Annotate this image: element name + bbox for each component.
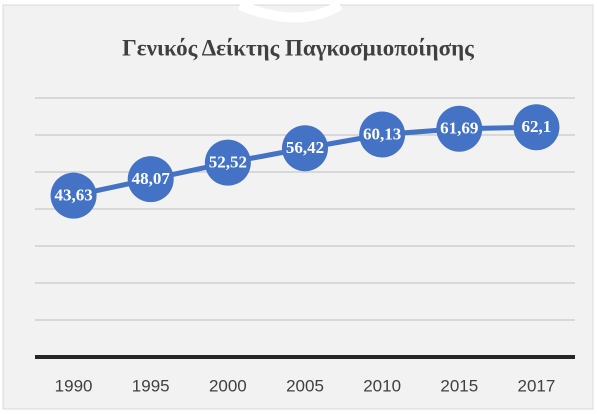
x-tick-label: 2005	[286, 376, 324, 395]
data-label: 61,69	[440, 119, 478, 138]
chart-title: Γενικός Δείκτης Παγκοσμιοποίησης	[122, 35, 474, 60]
decoration	[238, 0, 343, 23]
x-tick-label: 2010	[363, 376, 401, 395]
data-label: 60,13	[363, 124, 401, 143]
data-label: 52,52	[209, 153, 247, 172]
marker	[204, 139, 251, 186]
marker	[50, 172, 97, 219]
chart-background	[2, 4, 594, 410]
data-label: 43,63	[54, 185, 92, 204]
data-label: 48,07	[132, 169, 171, 188]
data-label: 62,1	[522, 117, 552, 136]
data-label: 56,42	[286, 138, 324, 157]
x-tick-label: 2017	[518, 376, 556, 395]
marker	[513, 104, 560, 151]
marker	[436, 105, 483, 152]
marker	[282, 125, 328, 172]
x-tick-label: 1995	[132, 376, 170, 395]
x-tick-label: 1990	[55, 376, 93, 395]
marker	[359, 111, 406, 158]
marker	[127, 156, 174, 203]
x-tick-label: 2015	[440, 376, 478, 395]
x-tick-label: 2000	[209, 376, 247, 395]
